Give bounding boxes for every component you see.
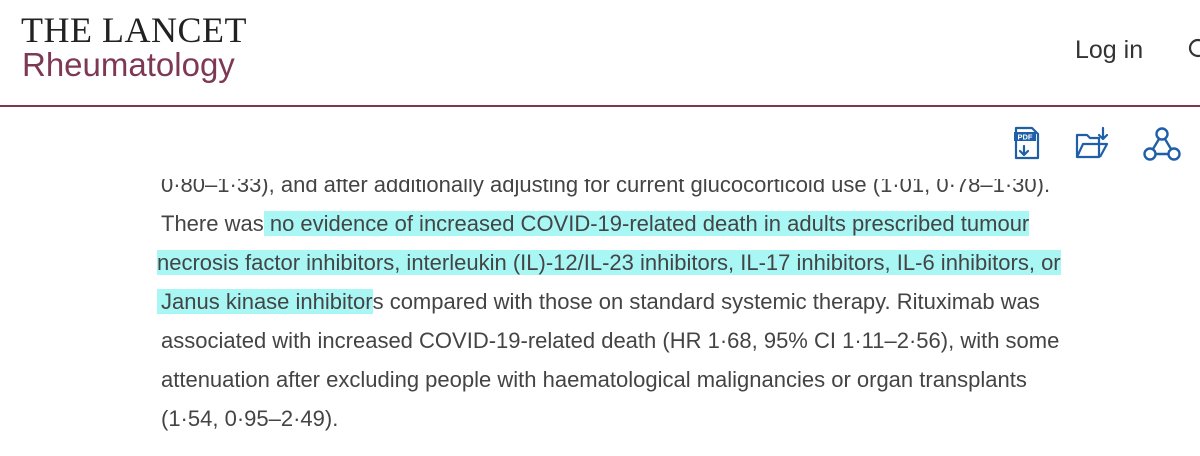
site-header: THE LANCET Rheumatology Log in [0, 0, 1200, 107]
share-network-icon[interactable] [1142, 126, 1182, 162]
pdf-icon[interactable]: PDF [1013, 126, 1041, 160]
article-toolbar [0, 107, 1200, 179]
highlighted-text: no evidence of increased COVID-19-relate… [263, 211, 1030, 236]
svg-text:PDF: PDF [1018, 133, 1033, 142]
text-segment: There was [161, 211, 264, 236]
text-line: Janus kinase inhibitors compared with th… [157, 282, 1171, 321]
text-line: associated with increased COVID-19-relat… [161, 328, 1060, 353]
journal-logo-title[interactable]: THE LANCET [21, 10, 247, 50]
article-paragraph: 0·80–1·33), and after additionally adjus… [157, 165, 1171, 438]
text-line: (1·54, 0·95–2·49). [161, 406, 339, 431]
highlighted-text: necrosis factor inhibitors, interleukin … [157, 250, 1061, 275]
header-divider [0, 105, 1200, 107]
journal-logo-subtitle[interactable]: Rheumatology [22, 46, 235, 83]
highlighted-text: Janus kinase inhibitor [157, 289, 373, 314]
login-link[interactable]: Log in [1075, 36, 1144, 64]
text-segment: s compared with those on standard system… [372, 289, 1040, 314]
text-line: attenuation after excluding people with … [161, 367, 1027, 392]
search-icon[interactable] [1188, 38, 1200, 62]
text-line: necrosis factor inhibitors, interleukin … [157, 243, 1171, 282]
download-folder-icon[interactable] [1075, 126, 1111, 160]
text-line: There was no evidence of increased COVID… [161, 204, 1171, 243]
